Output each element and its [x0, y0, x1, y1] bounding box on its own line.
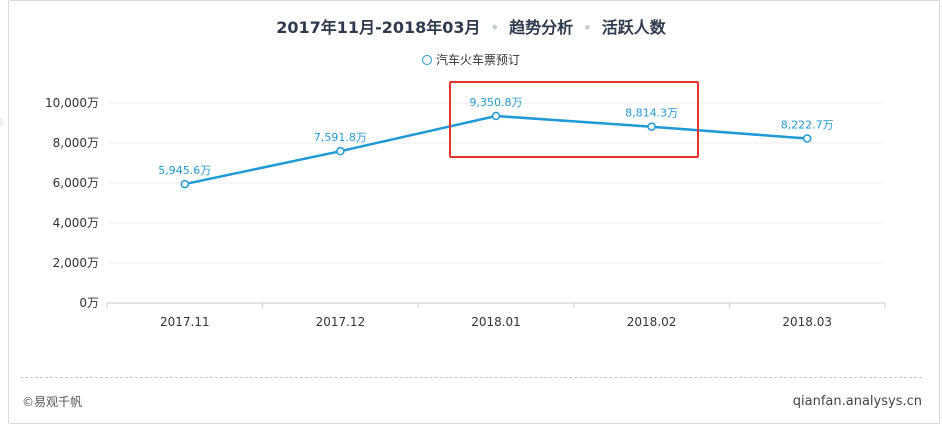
site-url: qianfan.analysys.cn	[792, 394, 922, 409]
legend-marker-icon	[421, 55, 432, 65]
data-label: 7,591.8万	[314, 131, 367, 144]
x-tick-label: 2017.11	[160, 315, 210, 329]
edge-marker	[0, 118, 3, 126]
data-point	[491, 111, 501, 121]
chart-legend[interactable]: 汽车火车票预订	[0, 51, 942, 68]
x-tick-label: 2018.03	[782, 315, 832, 329]
title-separator: •	[582, 18, 593, 37]
data-point	[336, 146, 345, 156]
data-label: 8,222.7万	[781, 119, 834, 132]
y-tick-label: 2,000万	[53, 256, 99, 270]
title-separator: •	[490, 18, 500, 37]
legend-label: 汽车火车票预订	[435, 53, 520, 67]
title-date-range: 2017年11月-2018年03月	[276, 18, 481, 37]
title-segment-trend: 趋势分析	[509, 18, 574, 37]
chart-card	[8, 0, 940, 424]
y-tick-label: 0万	[79, 296, 99, 310]
data-point	[647, 122, 656, 131]
copyright-text: ©易观千帆	[22, 395, 83, 409]
x-tick-label: 2018.02	[627, 315, 677, 329]
data-label: 5,945.6万	[158, 164, 211, 177]
data-label: 9,350.8万	[470, 96, 523, 109]
y-tick-label: 4,000万	[53, 216, 99, 230]
y-tick-label: 10,000万	[45, 96, 99, 110]
x-tick-label: 2018.01	[471, 315, 521, 329]
x-tick-label: 2017.12	[316, 315, 366, 329]
data-point	[802, 134, 812, 143]
data-point	[180, 179, 190, 189]
title-segment-active-users: 活跃人数	[601, 18, 666, 37]
y-tick-label: 6,000万	[53, 176, 99, 190]
chart-title: 2017年11月-2018年03月 • 趋势分析 • 活跃人数	[0, 14, 942, 38]
highlight-box	[449, 81, 699, 158]
footer-divider	[20, 377, 922, 378]
y-tick-label: 8,000万	[53, 136, 99, 150]
data-label: 8,814.3万	[625, 107, 678, 120]
